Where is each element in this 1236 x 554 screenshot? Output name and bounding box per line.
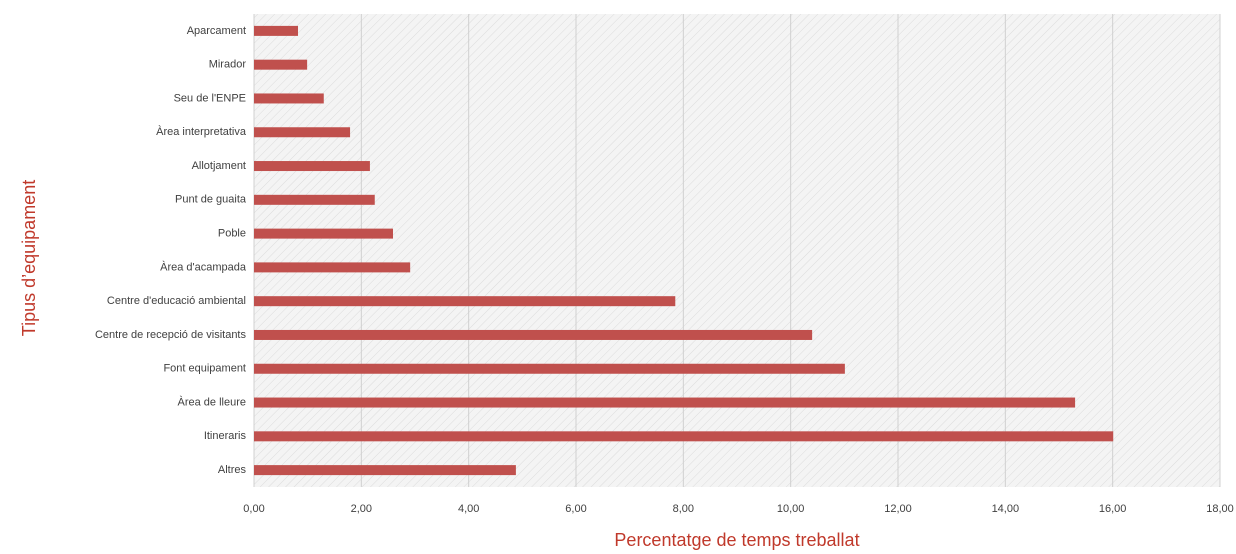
bar: [254, 228, 393, 239]
y-tick-label: Centre d'educació ambiental: [107, 295, 246, 307]
bar: [254, 262, 411, 273]
bar: [254, 397, 1076, 408]
y-tick-label: Aparcament: [187, 25, 246, 37]
plot-area: [254, 14, 1220, 487]
y-axis-title: Tipus d’equipament: [19, 180, 39, 336]
bar: [254, 363, 845, 374]
bar: [254, 194, 375, 205]
y-tick-label: Itineraris: [204, 430, 247, 442]
x-tick-label: 18,00: [1206, 503, 1234, 515]
x-axis-title: Percentatge de temps treballat: [614, 530, 859, 550]
y-tick-label: Àrea interpretativa: [156, 125, 247, 138]
bar: [254, 93, 324, 104]
y-tick-label: Allotjament: [192, 160, 246, 172]
bar: [254, 127, 351, 138]
x-tick-label: 12,00: [884, 503, 912, 515]
bar: [254, 296, 676, 307]
y-tick-label: Mirador: [209, 59, 247, 71]
y-tick-label: Àrea d'acampada: [160, 260, 247, 273]
y-tick-label: Centre de recepció de visitants: [95, 329, 247, 341]
x-tick-label: 8,00: [673, 503, 694, 515]
bar: [254, 329, 813, 340]
y-tick-label: Poble: [218, 228, 246, 240]
y-tick-label: Font equipament: [163, 363, 246, 375]
y-tick-label: Altres: [218, 464, 247, 476]
bar: [254, 59, 308, 70]
x-tick-label: 4,00: [458, 503, 479, 515]
bar: [254, 431, 1114, 442]
bar: [254, 161, 370, 172]
x-tick-label: 10,00: [777, 503, 805, 515]
x-tick-label: 6,00: [565, 503, 586, 515]
y-tick-label: Seu de l'ENPE: [174, 92, 246, 104]
y-tick-label: Punt de guaita: [175, 194, 247, 206]
x-tick-label: 14,00: [992, 503, 1020, 515]
x-tick-label: 16,00: [1099, 503, 1127, 515]
bar: [254, 25, 299, 36]
x-tick-label: 2,00: [351, 503, 372, 515]
x-tick-label: 0,00: [243, 503, 264, 515]
bar: [254, 465, 516, 476]
y-tick-label: Àrea de lleure: [178, 395, 247, 408]
